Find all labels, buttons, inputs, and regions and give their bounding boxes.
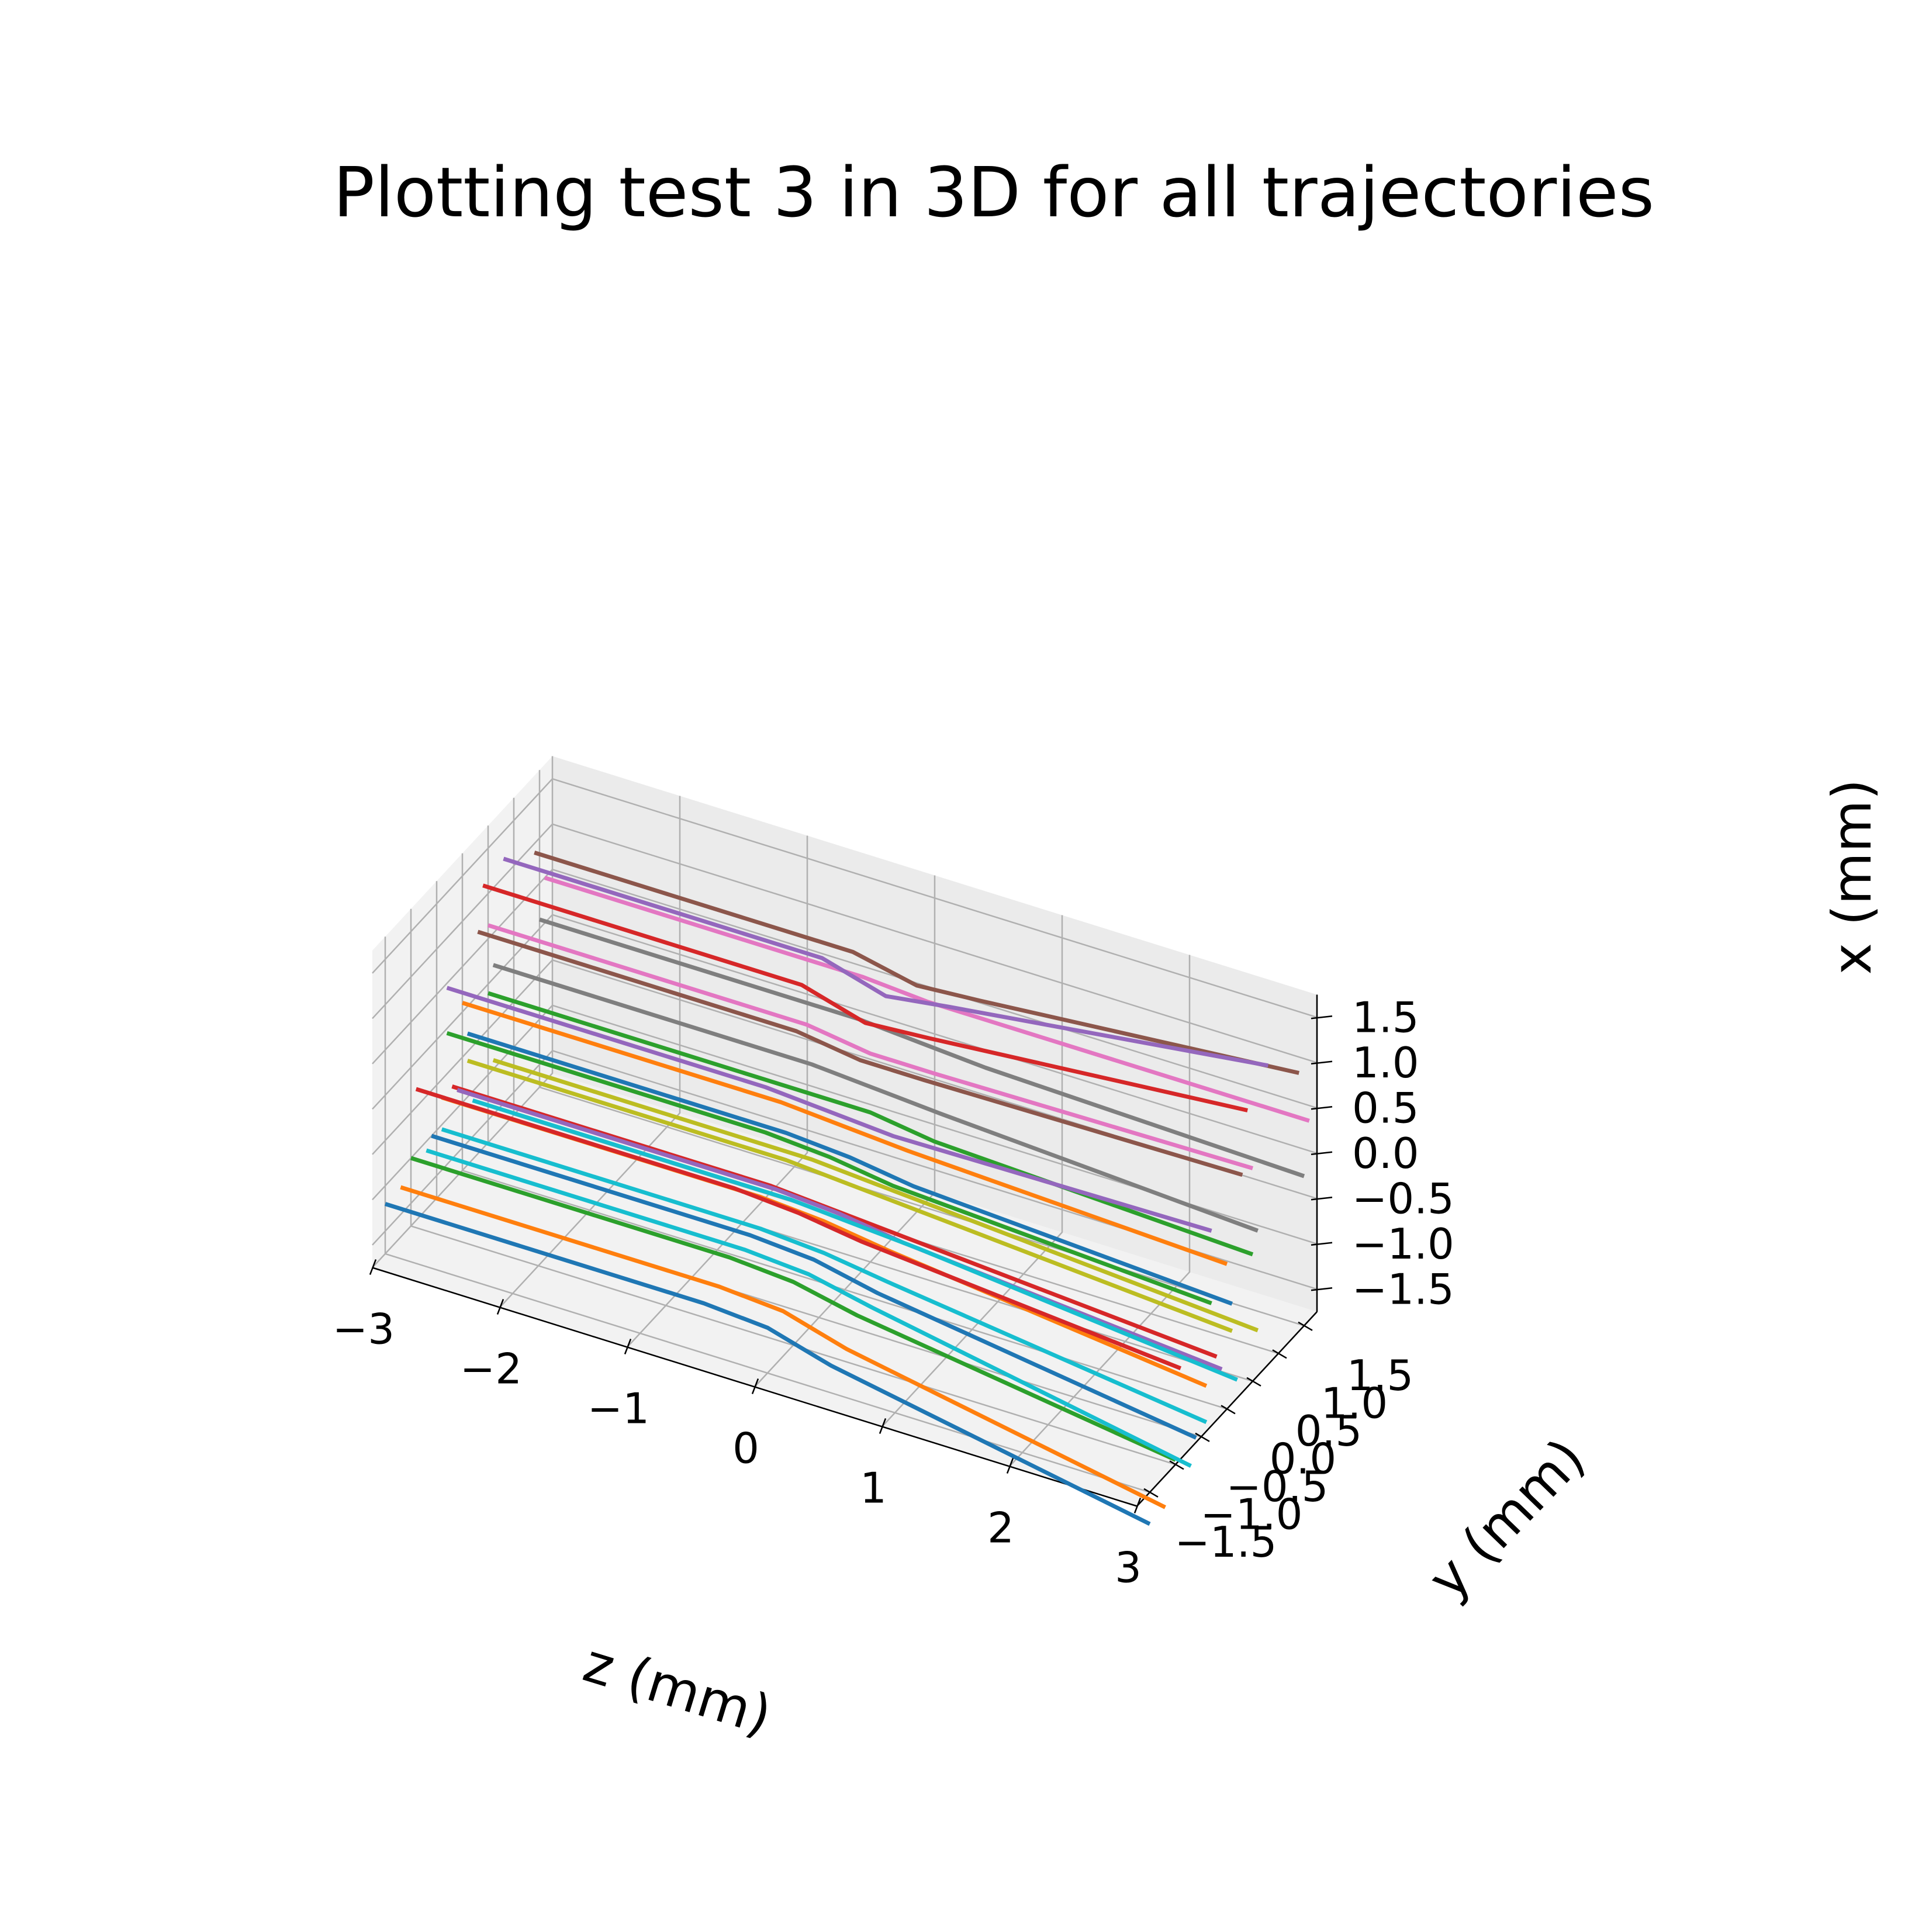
x-tick-mark: [1311, 1197, 1333, 1201]
x-tick-label: −0.5: [1352, 1174, 1454, 1223]
y-tick-mark: [1169, 1460, 1184, 1470]
x-tick-mark: [1311, 1106, 1333, 1110]
trajectory-line-21: [487, 923, 1253, 1170]
grid-line-x: [372, 823, 1318, 1063]
grid-line-y: [384, 936, 1150, 1493]
x-tick-mark: [1311, 1060, 1333, 1065]
y-tick-mark: [1221, 1405, 1236, 1415]
z-tick-label: 0: [732, 1424, 759, 1473]
trajectory-line-1: [384, 1202, 1151, 1526]
y-tick-mark: [1143, 1488, 1159, 1498]
chart-title: Plotting test 3 in 3D for all trajectori…: [333, 152, 1654, 233]
x-tick-label: −1.0: [1352, 1219, 1454, 1269]
x-tick-label: 1.5: [1352, 993, 1419, 1042]
y-tick-mark: [1272, 1349, 1287, 1359]
z-tick-label: 3: [1115, 1543, 1142, 1592]
z-tick-mark: [879, 1418, 887, 1434]
grid-line-z: [372, 756, 554, 1269]
x-tick-label: 1.0: [1352, 1038, 1419, 1087]
x-tick-mark: [1311, 1242, 1333, 1246]
trajectory-line-24: [534, 851, 1299, 1075]
grid-line-x: [372, 914, 1318, 1154]
z-tick-mark: [369, 1259, 377, 1275]
y-tick-label: −0.5: [1226, 1462, 1329, 1511]
x-tick-label: 0.0: [1352, 1129, 1419, 1178]
axis-lines: [369, 994, 1333, 1513]
z-tick-mark: [496, 1299, 504, 1315]
trajectory-line-11: [472, 1098, 1238, 1382]
y-tick-label: 0.0: [1270, 1434, 1337, 1483]
trajectory-line-18: [492, 963, 1259, 1233]
z-tick-label: −3: [333, 1305, 395, 1354]
trajectory-line-26: [503, 856, 1269, 1068]
z-tick-mark: [624, 1339, 632, 1354]
z-tick-label: 1: [860, 1464, 887, 1513]
z-tick-label: 2: [987, 1504, 1014, 1553]
trajectory-line-17: [461, 1001, 1228, 1266]
trajectory-line-23: [477, 929, 1243, 1177]
trajectory-line-19: [538, 917, 1305, 1178]
grid-line-x: [372, 959, 1318, 1200]
y-tick-mark: [1195, 1432, 1210, 1442]
trajectory-line-15: [446, 1031, 1212, 1305]
grid-line-x: [372, 777, 1318, 1018]
grid-line-z: [627, 835, 808, 1348]
z-tick-mark: [751, 1378, 759, 1394]
grid-line-y: [538, 770, 1305, 1326]
x-tick-mark: [1311, 1287, 1333, 1291]
x-tick-mark: [1311, 1015, 1333, 1019]
trajectory-lines: [384, 851, 1310, 1526]
y-tick-label: 1.5: [1347, 1351, 1414, 1400]
y-tick-mark: [1246, 1377, 1261, 1387]
x-tick-label: −1.5: [1352, 1264, 1454, 1314]
x-axis-label: x (mm): [1821, 779, 1883, 975]
trajectory-line-6: [441, 1127, 1208, 1425]
x-tick-mark: [1311, 1151, 1333, 1156]
grid-line-z: [499, 796, 681, 1308]
trajectory-line-4: [426, 1148, 1192, 1468]
trajectory-line-9: [415, 1087, 1182, 1371]
y-tick-label: −1.5: [1175, 1518, 1277, 1567]
z-tick-mark: [1133, 1498, 1142, 1513]
y-tick-label: 0.5: [1295, 1406, 1363, 1456]
x-tick-label: 0.5: [1352, 1083, 1419, 1132]
y-tick-label: 1.0: [1321, 1378, 1388, 1428]
z-tick-label: −2: [460, 1345, 522, 1394]
trajectory-line-14: [466, 1031, 1233, 1306]
trajectory-line-12: [466, 1059, 1233, 1333]
y-tick-mark: [1298, 1321, 1313, 1331]
trajectory-line-5: [431, 1133, 1197, 1440]
trajectory-line-13: [492, 1058, 1259, 1333]
y-tick-label: −1.0: [1201, 1489, 1303, 1539]
trajectory-line-2: [400, 1185, 1166, 1509]
grid-line-z: [1009, 955, 1191, 1467]
trajectory-line-25: [482, 883, 1248, 1112]
trajectory-line-20: [446, 986, 1212, 1233]
z-tick-label: −1: [587, 1384, 649, 1433]
grid-line-y: [461, 853, 1228, 1410]
tick-labels: −3−2−10123−1.5−1.0−0.50.00.51.01.5−1.5−1…: [333, 993, 1454, 1592]
grid-line-x: [372, 1049, 1318, 1290]
z-tick-mark: [1006, 1458, 1014, 1474]
trajectory-line-3: [410, 1156, 1177, 1462]
